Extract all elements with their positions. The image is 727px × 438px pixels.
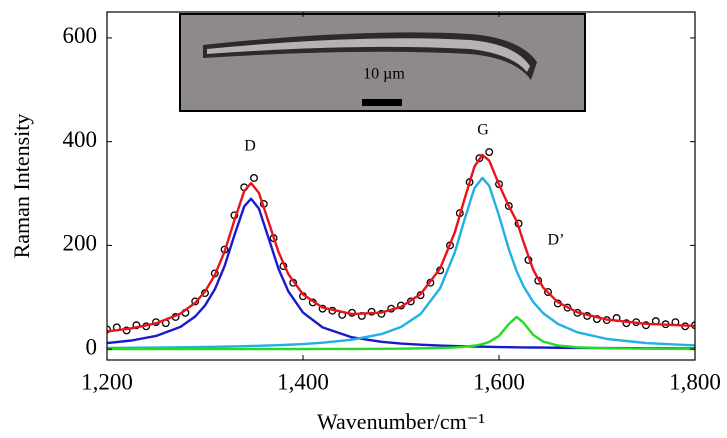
x-tick-label: 1,400 (277, 369, 329, 394)
plot-area (107, 148, 695, 351)
scale-label: 10 µm (363, 66, 405, 83)
annotation: G (477, 122, 489, 139)
scale-bar (362, 99, 402, 106)
fit-curve (107, 315, 695, 351)
data-point (485, 148, 494, 156)
y-tick-label: 400 (63, 127, 98, 152)
y-tick-label: 0 (86, 334, 98, 359)
x-axis-label: Wavenumber/cm⁻¹ (317, 409, 485, 434)
y-tick-label: 600 (63, 23, 98, 48)
x-tick-label: 1,200 (81, 369, 133, 394)
rod-highlight (207, 38, 530, 72)
fit-curve (107, 197, 695, 350)
fit-curve (107, 176, 695, 350)
fit-curve (107, 153, 695, 333)
plot-frame (106, 11, 696, 361)
y-axis-label: Raman Intensity (9, 114, 34, 259)
x-tick-label: 1,600 (473, 369, 525, 394)
data-point (250, 174, 258, 182)
x-tick-label: 1,800 (669, 369, 721, 394)
annotation: D (244, 138, 256, 155)
annotation: D’ (548, 232, 565, 249)
inset-image: 10 µm (179, 13, 586, 112)
y-tick-label: 200 (63, 231, 98, 256)
